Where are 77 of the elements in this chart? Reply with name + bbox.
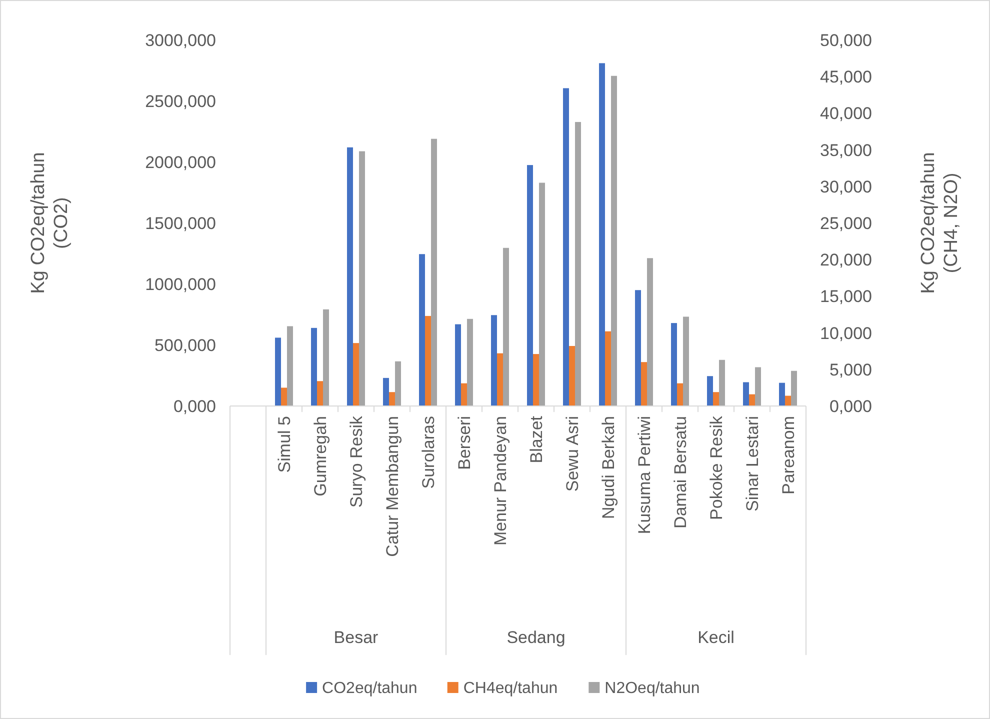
- x-tick-label: Blazet: [527, 416, 546, 464]
- bar: [611, 76, 617, 406]
- text: Besar: [334, 628, 379, 647]
- y-axis-title: Kg CO2eq/tahun (CO2): [28, 152, 72, 294]
- y2-tick-label: 45,000: [820, 68, 872, 87]
- y-tick-label: 3000,000: [145, 31, 216, 50]
- bar: [353, 343, 359, 406]
- x-tick-label: Berseri: [455, 416, 474, 470]
- bar: [539, 182, 545, 406]
- x-tick-label: Damai Bersatu: [671, 416, 690, 528]
- y2-tick-label: 15,000: [820, 287, 872, 306]
- y-tick-label: 1500,000: [145, 214, 216, 233]
- bar: [359, 151, 365, 406]
- y2-tick-label: 25,000: [820, 214, 872, 233]
- y2-tick-label: 5,000: [829, 360, 872, 380]
- bar: [599, 63, 605, 406]
- bar: [779, 382, 785, 406]
- y2-tick-label: 30,000: [820, 177, 872, 196]
- bar: [503, 248, 509, 406]
- bar: [323, 309, 329, 406]
- legend-label: N2Oeq/tahun: [604, 680, 700, 697]
- y2-tick-label: 50,000: [820, 31, 872, 50]
- bar: [683, 316, 689, 406]
- bar: [431, 138, 437, 406]
- x-tick-label: Catur Membangun: [383, 416, 402, 557]
- text: Kecil: [698, 628, 734, 647]
- bar: [287, 326, 293, 406]
- y2-axis-title: Kg CO2eq/tahun (CH4, N2O): [918, 152, 962, 294]
- y-tick-label: 2000,000: [145, 153, 216, 172]
- x-tick-label: Simul 5: [275, 416, 294, 473]
- y-tick-label: 2500,000: [145, 92, 216, 111]
- y-tick-label: 0,000: [173, 397, 216, 416]
- bar: [755, 367, 761, 406]
- bar: [575, 122, 581, 406]
- text: Sedang: [506, 628, 566, 647]
- bar: [605, 331, 611, 406]
- legend-label: CH4eq/tahun: [463, 680, 558, 697]
- bar: [527, 165, 533, 406]
- bar: [311, 328, 317, 406]
- bar: [455, 324, 461, 406]
- bar: [533, 354, 539, 406]
- bar: [707, 376, 713, 406]
- bar: [671, 323, 677, 406]
- x-tick-label: Surolaras: [419, 416, 438, 489]
- bar: [467, 318, 473, 406]
- y-tick-label: 500,000: [154, 336, 216, 355]
- x-tick-label: Menur Pandeyan: [491, 416, 510, 546]
- legend-label: CO2eq/tahun: [322, 680, 418, 697]
- bar: [317, 381, 323, 406]
- bar: [347, 147, 353, 406]
- y2-tick-label: 35,000: [820, 140, 872, 160]
- bar: [635, 290, 641, 406]
- x-tick-label: Ngudi Berkah: [599, 416, 618, 520]
- x-tick-label: Suryo Resik: [347, 416, 366, 508]
- y-tick-label: 1000,000: [145, 275, 216, 294]
- x-tick-label: Pokoke Resik: [707, 416, 726, 520]
- y2-tick-label: 10,000: [820, 324, 872, 343]
- y2-tick-label: 0,000: [829, 397, 872, 416]
- x-tick-label: Sinar Lestari: [743, 416, 762, 512]
- bar: [743, 382, 749, 406]
- x-tick-label: Sewu Asri: [563, 416, 582, 492]
- x-tick-label: Gumregah: [311, 416, 330, 496]
- y2-tick-label: 40,000: [820, 104, 872, 124]
- x-tick-label: Kusuma Pertiwi: [635, 416, 654, 534]
- bar: [281, 388, 287, 406]
- bar: [275, 338, 281, 406]
- x-tick-label: Pareanom: [779, 416, 798, 494]
- bar: [461, 383, 467, 406]
- bar: [791, 370, 797, 406]
- bar: [719, 360, 725, 406]
- bar: [383, 378, 389, 406]
- y2-tick-label: 20,000: [820, 250, 872, 270]
- bar: [563, 88, 569, 406]
- bar: [569, 346, 575, 406]
- bar: [395, 361, 401, 406]
- bar: [677, 383, 683, 406]
- bar: [647, 258, 653, 406]
